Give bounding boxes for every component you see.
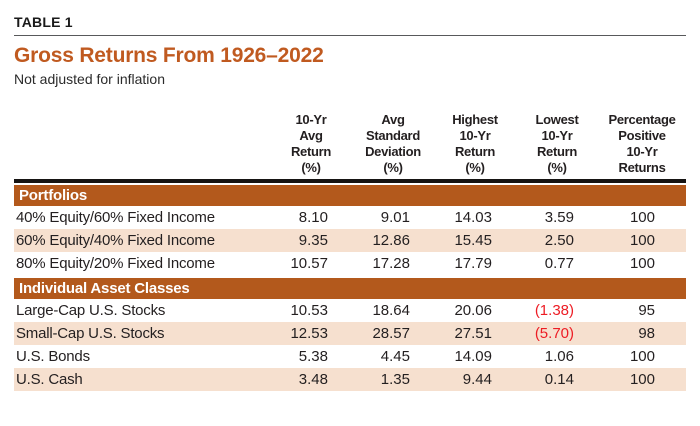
column-header-line: Percentage (608, 112, 676, 127)
cell-lowest-return: 0.14 (544, 371, 574, 388)
column-header-line: Deviation (365, 144, 421, 159)
cell-highest-return: 15.45 (454, 232, 492, 249)
column-header-line: Return (454, 144, 496, 159)
cell-pct-positive: 100 (629, 348, 655, 365)
cell-highest-return: 9.44 (462, 371, 492, 388)
cell-std-deviation: 28.57 (372, 325, 410, 342)
table-page: TABLE 1 Gross Returns From 1926–2022 Not… (14, 14, 686, 391)
cell-pct-positive: 95 (638, 302, 655, 319)
column-header-line: (%) (383, 160, 403, 175)
column-header-line: 10-Yr (626, 144, 658, 159)
row-label: U.S. Bonds (16, 348, 90, 365)
column-header-line: Return (290, 144, 332, 159)
column-header-line: (%) (301, 160, 321, 175)
table-top-rule (14, 179, 686, 183)
cell-avg-return: 9.35 (298, 232, 328, 249)
row-label: Small-Cap U.S. Stocks (16, 325, 165, 342)
cell-avg-return: 5.38 (298, 348, 328, 365)
section-header-asset-classes: Individual Asset Classes (14, 278, 686, 299)
cell-std-deviation: 17.28 (372, 255, 410, 272)
cell-std-deviation: 9.01 (380, 209, 410, 226)
page-title: Gross Returns From 1926–2022 (14, 44, 324, 67)
table-label: TABLE 1 (14, 14, 73, 30)
cell-highest-return: 14.09 (454, 348, 492, 365)
cell-highest-return: 27.51 (454, 325, 492, 342)
cell-pct-positive: 98 (638, 325, 655, 342)
cell-std-deviation: 12.86 (372, 232, 410, 249)
cell-avg-return: 10.53 (290, 302, 328, 319)
cell-highest-return: 17.79 (454, 255, 492, 272)
table-row: Large-Cap U.S. Stocks 10.53 18.64 20.06 … (14, 299, 686, 322)
row-label: Large-Cap U.S. Stocks (16, 302, 166, 319)
row-label: U.S. Cash (16, 371, 83, 388)
column-header-line: Return (536, 144, 578, 159)
column-header-lowest-return: Lowest 10-Yr Return (%) (516, 112, 598, 176)
cell-std-deviation: 18.64 (372, 302, 410, 319)
section-header-portfolios: Portfolios (14, 185, 686, 206)
cell-highest-return: 14.03 (454, 209, 492, 226)
cell-avg-return: 8.10 (298, 209, 328, 226)
row-label: 80% Equity/20% Fixed Income (16, 255, 215, 272)
cell-lowest-return: 2.50 (544, 232, 574, 249)
column-header-row: 10-Yr Avg Return (%) Avg Standard Deviat… (14, 112, 686, 176)
column-header-std-deviation: Avg Standard Deviation (%) (352, 112, 434, 176)
cell-lowest-return: 3.59 (544, 209, 574, 226)
column-header-line: 10-Yr (459, 128, 491, 143)
column-header-highest-return: Highest 10-Yr Return (%) (434, 112, 516, 176)
cell-lowest-return: 0.77 (544, 255, 574, 272)
cell-pct-positive: 100 (629, 255, 655, 272)
column-header-line: 10-Yr (295, 112, 327, 127)
cell-std-deviation: 1.35 (380, 371, 410, 388)
table-row: 60% Equity/40% Fixed Income 9.35 12.86 1… (14, 229, 686, 252)
column-header-line: (%) (547, 160, 567, 175)
column-header-pct-positive: Percentage Positive 10-Yr Returns (598, 112, 686, 176)
cell-lowest-return-negative: (1.38) (534, 302, 574, 319)
cell-avg-return: 3.48 (298, 371, 328, 388)
table-row: U.S. Bonds 5.38 4.45 14.09 1.06 100 (14, 345, 686, 368)
header-divider (14, 35, 686, 36)
column-header-line: Returns (618, 160, 666, 175)
page-subtitle: Not adjusted for inflation (14, 71, 165, 87)
column-header-line: 10-Yr (541, 128, 573, 143)
column-header-line: (%) (465, 160, 485, 175)
column-header-line: Positive (618, 128, 666, 143)
table-row: 40% Equity/60% Fixed Income 8.10 9.01 14… (14, 206, 686, 229)
table-row: Small-Cap U.S. Stocks 12.53 28.57 27.51 … (14, 322, 686, 345)
column-header-line: Avg (381, 112, 405, 127)
column-header-line: Avg (299, 128, 323, 143)
column-header-avg-return: 10-Yr Avg Return (%) (270, 112, 352, 176)
cell-lowest-return: 1.06 (544, 348, 574, 365)
cell-pct-positive: 100 (629, 209, 655, 226)
cell-pct-positive: 100 (629, 232, 655, 249)
cell-lowest-return-negative: (5.70) (534, 325, 574, 342)
table-row: U.S. Cash 3.48 1.35 9.44 0.14 100 (14, 368, 686, 391)
row-label: 40% Equity/60% Fixed Income (16, 209, 215, 226)
table-row: 80% Equity/20% Fixed Income 10.57 17.28 … (14, 252, 686, 275)
cell-avg-return: 10.57 (290, 255, 328, 272)
cell-highest-return: 20.06 (454, 302, 492, 319)
cell-pct-positive: 100 (629, 371, 655, 388)
cell-avg-return: 12.53 (290, 325, 328, 342)
column-header-line: Standard (366, 128, 420, 143)
column-header-line: Highest (452, 112, 498, 127)
row-label: 60% Equity/40% Fixed Income (16, 232, 215, 249)
column-header-line: Lowest (535, 112, 579, 127)
cell-std-deviation: 4.45 (380, 348, 410, 365)
